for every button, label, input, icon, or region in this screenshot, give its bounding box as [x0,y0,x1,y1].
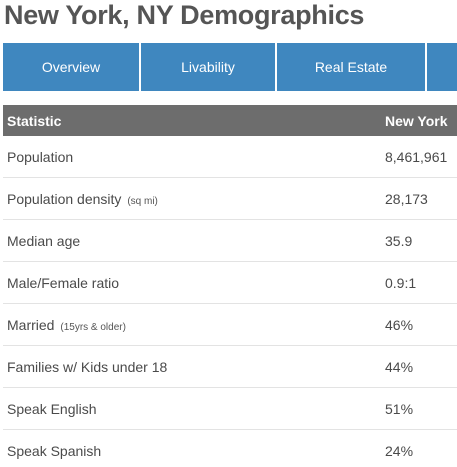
table-row: Speak Spanish 24% [3,430,457,467]
row-label-text: Male/Female ratio [7,275,119,291]
table-row: Median age 35.9 [3,220,457,262]
row-note: (15yrs & older) [60,322,126,333]
demographics-table: Statistic New York Population 8,461,961 … [3,105,457,467]
table-row: Population density (sq mi) 28,173 [3,178,457,220]
table-header-row: Statistic New York [3,105,457,136]
header-statistic: Statistic [3,105,385,136]
row-label-text: Median age [7,233,80,249]
row-value: 28,173 [385,178,457,220]
row-label-text: Speak Spanish [7,443,101,459]
tab-bar: Overview Livability Real Estate [3,43,457,91]
page-title: New York, NY Demographics [4,0,364,31]
row-label: Married (15yrs & older) [3,304,385,346]
table-row: Families w/ Kids under 18 44% [3,346,457,388]
row-value: 51% [385,388,457,430]
tab-overview[interactable]: Overview [3,43,141,91]
row-label: Median age [3,220,385,262]
row-label: Population density (sq mi) [3,178,385,220]
tab-real-estate[interactable]: Real Estate [277,43,427,91]
row-label-text: Married [7,317,54,333]
row-label: Male/Female ratio [3,262,385,304]
row-label-text: Families w/ Kids under 18 [7,359,167,375]
row-label: Population [3,136,385,178]
tab-livability[interactable]: Livability [141,43,277,91]
row-note: (sq mi) [127,196,158,207]
row-label: Speak English [3,388,385,430]
header-new-york: New York [385,105,457,136]
table-row: Population 8,461,961 [3,136,457,178]
row-label: Speak Spanish [3,430,385,467]
table-row: Married (15yrs & older) 46% [3,304,457,346]
tab-more[interactable] [427,43,457,91]
row-value: 8,461,961 [385,136,457,178]
row-label-text: Population [7,149,73,165]
row-value: 24% [385,430,457,467]
table-row: Speak English 51% [3,388,457,430]
row-value: 35.9 [385,220,457,262]
row-label: Families w/ Kids under 18 [3,346,385,388]
row-value: 0.9:1 [385,262,457,304]
row-label-text: Speak English [7,401,97,417]
row-label-text: Population density [7,191,121,207]
row-value: 46% [385,304,457,346]
row-value: 44% [385,346,457,388]
table-row: Male/Female ratio 0.9:1 [3,262,457,304]
